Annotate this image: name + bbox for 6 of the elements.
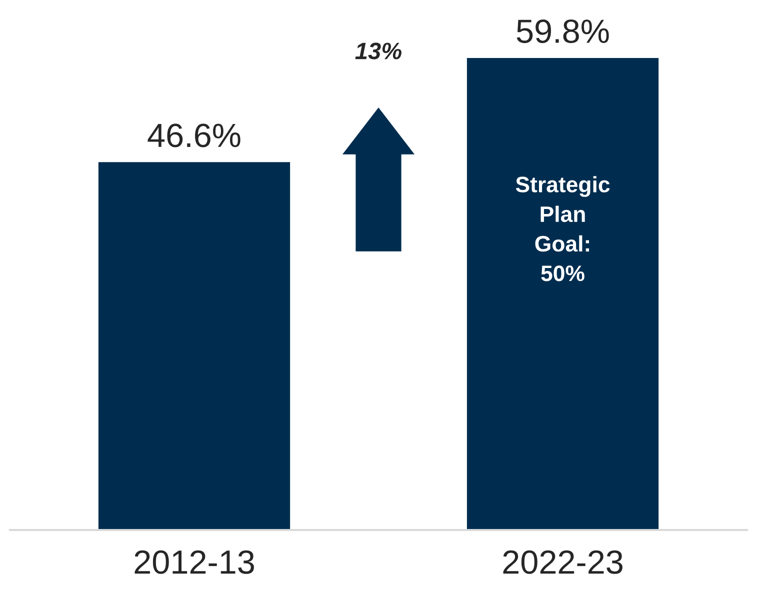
x-tick-label: 2012-13 bbox=[134, 550, 254, 574]
data-label: 59.8% bbox=[516, 19, 609, 44]
annotation: 13% bbox=[355, 42, 402, 60]
data-label: 46.6% bbox=[148, 124, 240, 148]
annotation: Strategic Plan Goal: 50% bbox=[516, 176, 610, 282]
x-tick-label: 2022-23 bbox=[503, 550, 622, 574]
